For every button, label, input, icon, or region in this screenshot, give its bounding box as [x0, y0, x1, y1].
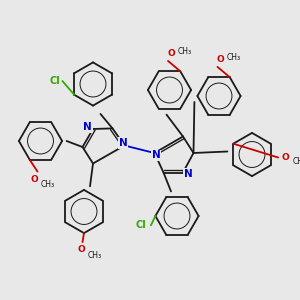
Text: Cl: Cl [50, 76, 60, 86]
Text: N: N [152, 150, 160, 161]
Text: CH₃: CH₃ [88, 250, 102, 260]
Text: N: N [83, 122, 92, 133]
Text: CH₃: CH₃ [178, 47, 192, 56]
Text: O: O [217, 55, 224, 64]
Text: CH₃: CH₃ [41, 180, 55, 189]
Text: O: O [167, 49, 175, 58]
Text: O: O [282, 153, 290, 162]
Text: O: O [77, 245, 85, 254]
Text: N: N [118, 138, 127, 148]
Text: CH₃: CH₃ [293, 157, 300, 166]
Text: CH₃: CH₃ [227, 53, 241, 62]
Text: O: O [31, 175, 38, 184]
Text: Cl: Cl [136, 220, 146, 230]
Text: N: N [184, 169, 193, 179]
